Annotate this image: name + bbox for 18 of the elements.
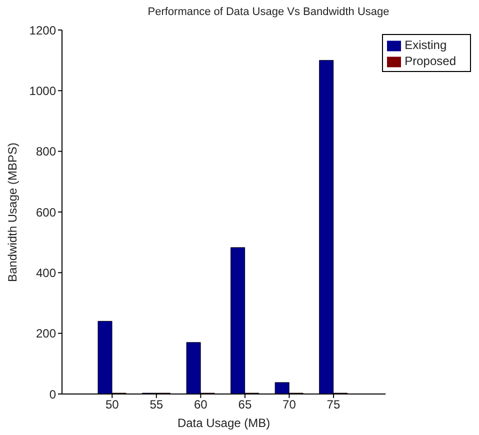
- y-tick-label: 1000: [29, 84, 56, 98]
- y-tick-label: 0: [49, 387, 56, 402]
- y-tick-label: 800: [36, 144, 56, 159]
- x-tick-label: 60: [194, 398, 208, 412]
- x-axis-title: Data Usage (MB): [177, 416, 270, 430]
- x-tick-label: 50: [105, 398, 120, 412]
- legend-label: Proposed: [404, 54, 456, 68]
- y-tick-label: 200: [36, 326, 56, 341]
- x-tick-label: 75: [326, 398, 340, 412]
- y-axis-title: Bandwidth Usage (MBPS): [5, 142, 20, 282]
- x-tick-label: 55: [150, 398, 164, 412]
- y-tick-label: 1200: [29, 23, 56, 38]
- y-tick-label: 600: [36, 205, 56, 220]
- x-tick-label: 65: [238, 398, 252, 412]
- x-tick-label: 70: [282, 398, 296, 412]
- chart-title: Performance of Data Usage Vs Bandwidth Usage: [146, 6, 390, 18]
- y-tick-label: 400: [36, 266, 56, 280]
- legend-label: Existing: [404, 38, 447, 52]
